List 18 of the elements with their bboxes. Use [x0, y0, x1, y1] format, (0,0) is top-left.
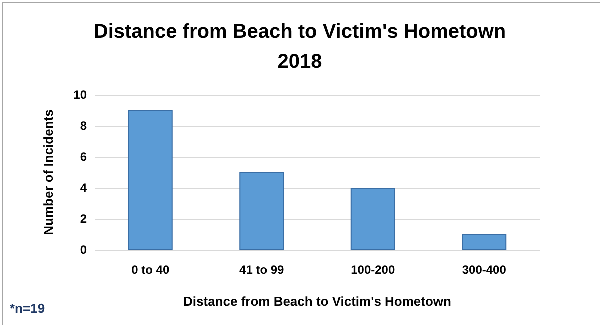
y-tick-label: 0 — [80, 243, 88, 257]
x-tick-label: 100-200 — [351, 263, 396, 277]
bar — [128, 110, 173, 250]
text: *n=19 — [10, 301, 46, 316]
y-tick-label: 10 — [74, 88, 88, 102]
y-tick-label: 2 — [80, 212, 88, 226]
x-tick-label: 300-400 — [462, 263, 507, 277]
x-tick-label: 41 to 99 — [240, 263, 285, 277]
y-axis-title: Number of Incidents — [41, 110, 56, 236]
y-tick-label: 4 — [80, 181, 88, 195]
x-tick-label: 0 to 40 — [132, 263, 170, 277]
y-tick-label: 6 — [80, 150, 88, 164]
bar — [350, 188, 396, 250]
y-tick-label: 8 — [80, 119, 88, 133]
bar — [462, 234, 507, 250]
chart-title: Distance from Beach to Victim's Hometown 2018 — [94, 21, 506, 73]
bar — [240, 172, 284, 250]
x-axis-title: Distance from Beach to Victim's Hometown — [184, 294, 452, 309]
